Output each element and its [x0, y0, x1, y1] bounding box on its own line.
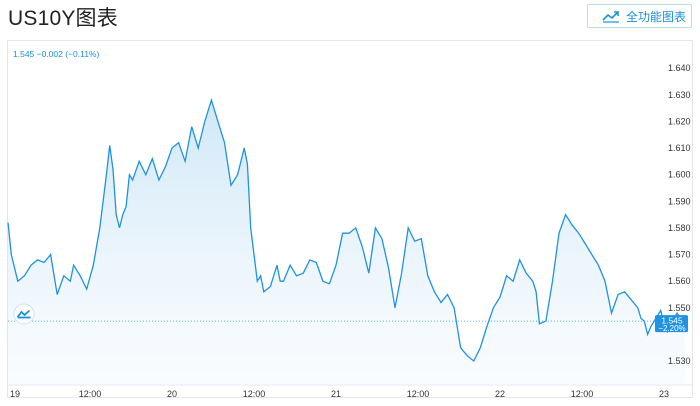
y-tick-label: 1.630 [668, 90, 691, 100]
chart-frame [7, 40, 693, 398]
x-tick-label: 22 [495, 389, 505, 399]
x-tick-label: 20 [167, 389, 177, 399]
price-tag: 1.545 −2.20% [655, 315, 688, 333]
x-tick-label: 12:00 [407, 389, 430, 399]
y-tick-label: 1.610 [668, 143, 691, 153]
x-tick-label: 12:00 [571, 389, 594, 399]
y-tick-label: 1.550 [668, 303, 691, 313]
y-tick-label: 1.590 [668, 196, 691, 206]
y-tick-label: 1.620 [668, 116, 691, 126]
full-chart-button[interactable]: 全功能图表 [587, 4, 692, 28]
line-chart-icon [602, 11, 619, 23]
x-tick-label: 21 [331, 389, 341, 399]
tradingview-logo-icon[interactable] [13, 303, 35, 325]
x-tick-label: 12:00 [79, 389, 102, 399]
price-line [7, 97, 686, 363]
x-tick-label: 23 [659, 389, 669, 399]
y-tick-label: 1.570 [668, 250, 691, 260]
y-tick-label: 1.580 [668, 223, 691, 233]
y-tick-label: 1.560 [668, 276, 691, 286]
price-area [8, 100, 686, 385]
full-chart-label: 全功能图表 [626, 9, 687, 24]
page-title: US10Y图表 [8, 7, 118, 30]
legend-readout: 1.545 −0.002 (−0.11%) [13, 49, 99, 59]
y-tick-label: 1.600 [668, 170, 691, 180]
price-tag-value: 1.545 [661, 316, 683, 326]
y-tick-label: 1.530 [668, 356, 691, 366]
y-tick-label: 1.640 [668, 63, 691, 73]
price-tag-change: −2.20% [658, 324, 685, 333]
x-tick-label: 19 [10, 389, 20, 399]
x-tick-label: 12:00 [243, 389, 266, 399]
